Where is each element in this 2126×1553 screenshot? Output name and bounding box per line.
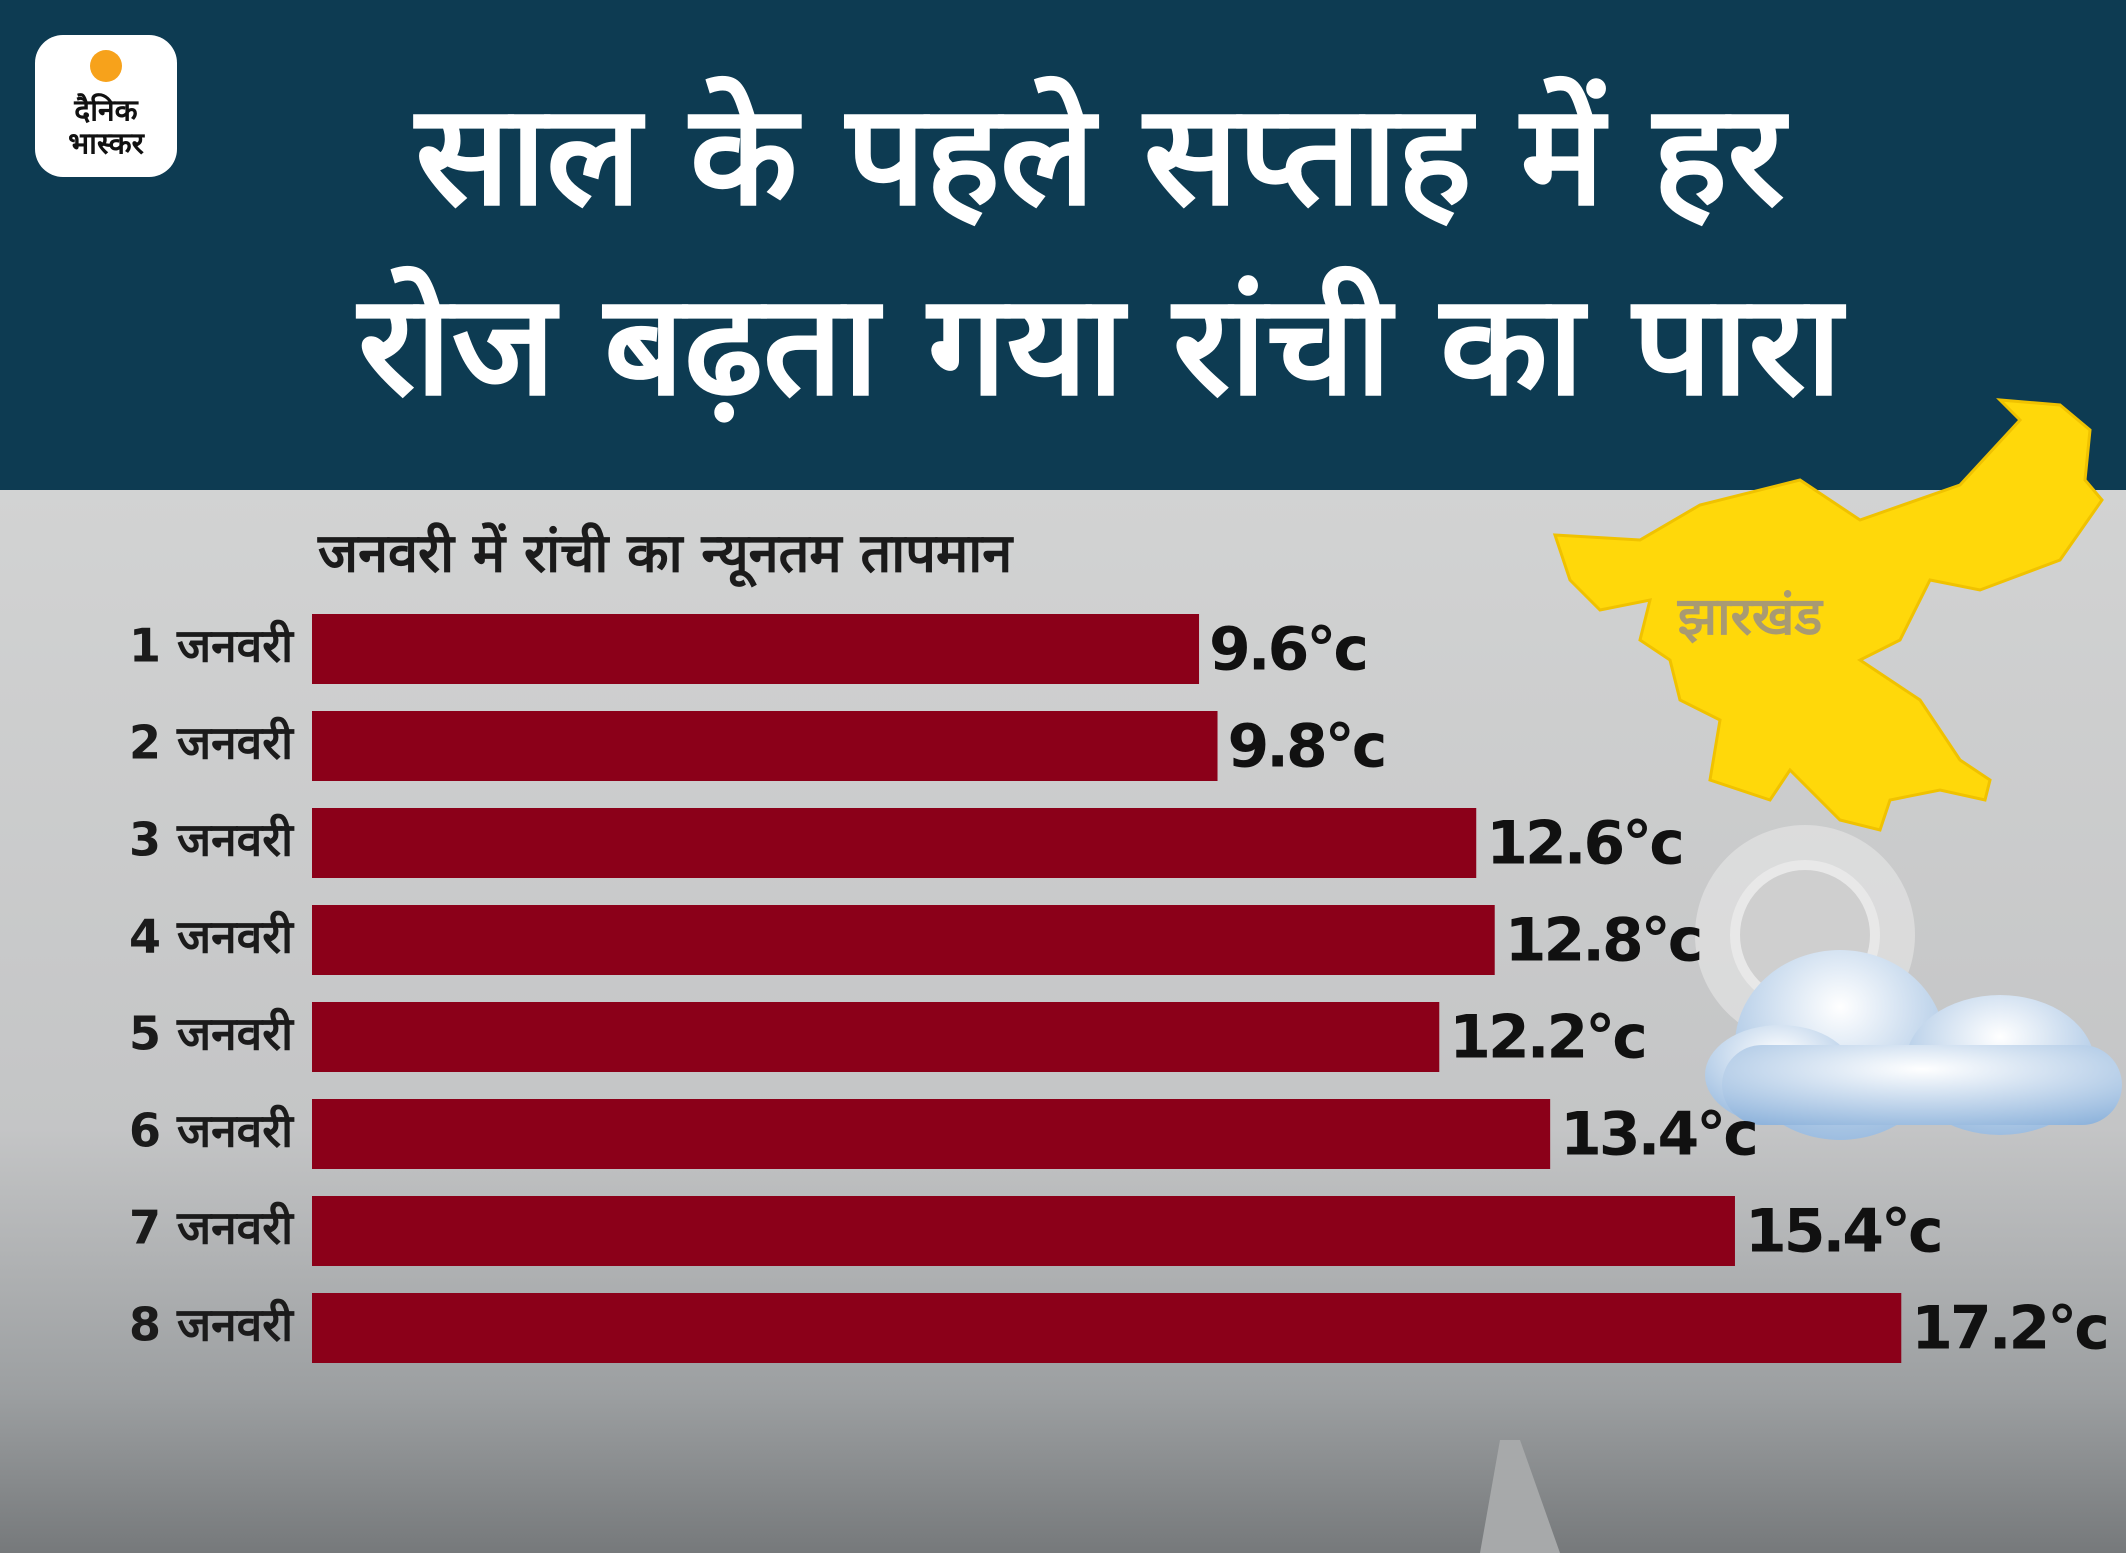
logo-box <box>35 35 177 177</box>
value-label: 17.2°c <box>1911 1294 2107 1364</box>
chart-title: जनवरी में रांची का न्यूनतम तापमान <box>317 522 1014 588</box>
cloud <box>1705 950 2122 1140</box>
bar <box>312 808 1477 878</box>
map-label: झारखंड <box>1677 587 1825 647</box>
title: साल के पहले सप्ताह में हर <box>412 75 1789 238</box>
category-label: 7 जनवरी <box>129 1201 295 1255</box>
category-label: 8 जनवरी <box>129 1298 295 1352</box>
value-label: 9.8°c <box>1228 712 1385 782</box>
category-label: 2 जनवरी <box>129 716 295 770</box>
category-label: 1 जनवरी <box>129 619 295 673</box>
value-label: 9.6°c <box>1209 615 1366 685</box>
bar <box>312 905 1495 975</box>
road-line <box>1480 1440 1560 1553</box>
header-band <box>0 0 2126 490</box>
category-label: 6 जनवरी <box>129 1104 295 1158</box>
value-label: 13.4°c <box>1560 1100 1756 1170</box>
category-label: 4 जनवरी <box>129 910 295 964</box>
logo-text: दैनिक <box>73 93 138 129</box>
category-label: 3 जनवरी <box>129 813 295 867</box>
bar <box>312 1099 1551 1169</box>
value-label: 12.6°c <box>1486 809 1682 879</box>
value-label: 15.4°c <box>1745 1197 1941 1267</box>
value-label: 12.2°c <box>1449 1003 1645 1073</box>
logo-text: भास्कर <box>68 127 146 162</box>
bar <box>312 614 1200 684</box>
bar <box>312 1293 1902 1363</box>
bar <box>312 711 1218 781</box>
bar <box>312 1196 1735 1266</box>
map <box>1552 398 2104 832</box>
category-label: 5 जनवरी <box>129 1007 295 1061</box>
bar <box>312 1002 1440 1072</box>
logo-sun <box>90 50 122 82</box>
value-label: 12.8°c <box>1505 906 1701 976</box>
title: रोज बढ़ता गया रांची का पारा <box>355 265 1847 428</box>
